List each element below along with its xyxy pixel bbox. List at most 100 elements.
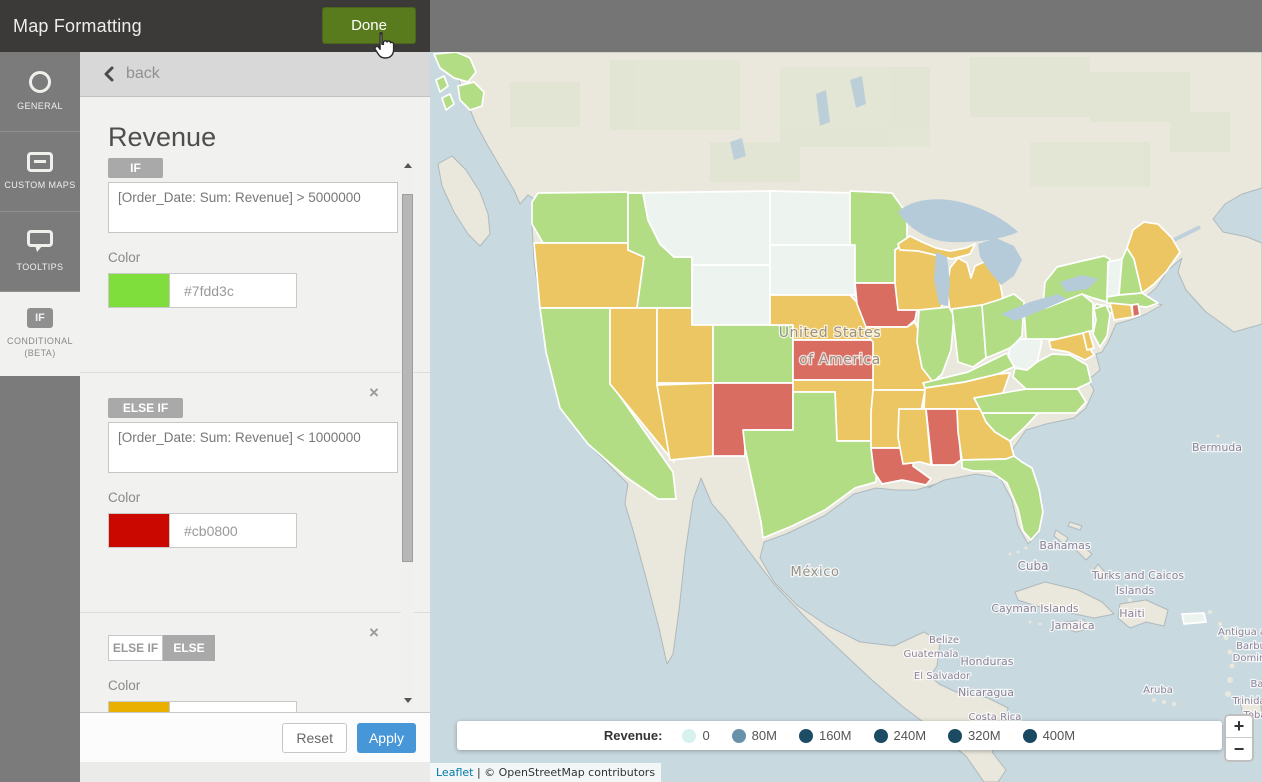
panel-bottom-strip [80, 762, 430, 782]
state-OR[interactable] [533, 242, 645, 309]
legend-dot-icon [731, 728, 746, 743]
legend-label: 0 [702, 728, 710, 743]
close-icon[interactable]: × [369, 383, 379, 402]
apply-button[interactable]: Apply [356, 722, 416, 753]
color-hex-input[interactable] [170, 273, 297, 308]
if-icon: IF [27, 307, 53, 328]
sidebar-item-label: TOOLTIPS [16, 261, 64, 272]
state-IL[interactable] [916, 306, 955, 383]
state-TX[interactable] [742, 391, 881, 539]
sidebar-item-conditional[interactable]: IF CONDITIONAL (BETA) [0, 292, 80, 376]
state-WY[interactable] [691, 264, 771, 326]
map-place-label: Cayman Islands [991, 602, 1079, 615]
close-icon[interactable]: × [369, 623, 379, 642]
great-lakes [898, 199, 1098, 321]
circle-icon [29, 70, 51, 93]
state-MI[interactable] [897, 235, 976, 260]
map-place-label: Barbu [1236, 641, 1262, 652]
state-SD[interactable] [769, 244, 859, 296]
sidebar-item-label: CUSTOM MAPS [4, 179, 76, 190]
map-place-label: United States [779, 325, 882, 341]
sidebar-item-general[interactable]: GENERAL [0, 52, 80, 132]
scrollbar-thumb[interactable] [402, 194, 413, 562]
toggle-else-button[interactable]: ELSE [163, 635, 215, 661]
map-place-label: México [791, 565, 840, 580]
osm-attribution: © OpenStreetMap contributors [484, 766, 656, 779]
map-svg: United States of America México Bermuda Baha… [430, 52, 1262, 782]
reset-button[interactable]: Reset [282, 722, 347, 753]
if-badge: IF [108, 158, 163, 178]
state-AK[interactable] [441, 93, 455, 111]
state-IN[interactable] [951, 304, 987, 368]
sidebar-item-tooltips[interactable]: TOOLTIPS [0, 212, 80, 292]
elseif-else-toggle: ELSE IF ELSE [108, 635, 430, 661]
conditional-formatting-body: back Revenue IF [Order_Date: Sum: Revenu… [80, 52, 430, 782]
legend-dot-icon [948, 728, 963, 743]
map-place-label: Honduras [961, 655, 1014, 668]
color-swatch[interactable] [108, 701, 170, 712]
legend-label: 160M [818, 728, 852, 743]
color-swatch[interactable] [108, 273, 170, 308]
condition-list: IF [Order_Date: Sum: Revenue] > 5000000 … [80, 158, 430, 712]
condition-block-else: × ELSE IF ELSE Color [80, 612, 430, 712]
vancouver-island [437, 155, 491, 247]
map-place-label: Antigua a [1218, 627, 1262, 638]
page-title: Map Formatting [13, 15, 142, 36]
condition-expression-input[interactable]: [Order_Date: Sum: Revenue] > 5000000 [108, 182, 398, 233]
state-AK[interactable] [457, 81, 485, 111]
legend-item: 240M [873, 728, 926, 743]
map-place-label: Nicaragua [958, 686, 1014, 699]
color-hex-input[interactable] [170, 701, 297, 712]
state-PR[interactable] [1181, 612, 1207, 625]
color-picker-row [108, 273, 430, 308]
color-swatch[interactable] [108, 513, 170, 548]
map-zoom-control: + − [1224, 714, 1254, 762]
map-place-label: Cuba [1018, 559, 1049, 573]
sidebar-item-label: GENERAL [17, 100, 63, 111]
state-AL[interactable] [925, 408, 962, 466]
state-RI[interactable] [1131, 303, 1141, 318]
state-FL[interactable] [961, 455, 1044, 541]
map-place-label: Ba [1251, 679, 1262, 690]
map-container: United States of America México Bermuda Baha… [430, 0, 1262, 782]
condition-expression-input[interactable]: [Order_Date: Sum: Revenue] < 1000000 [108, 422, 398, 473]
back-label: back [126, 65, 160, 82]
zoom-out-button[interactable]: − [1226, 738, 1252, 760]
metric-title: Revenue [108, 122, 217, 152]
scroll-down-button[interactable] [401, 693, 414, 707]
state-CT[interactable] [1109, 302, 1134, 321]
state-DE[interactable] [1082, 330, 1095, 351]
islands [1008, 434, 1262, 719]
panel-header: Map Formatting Done [0, 0, 430, 52]
legend-item: 400M [1022, 728, 1076, 743]
color-label: Color [108, 250, 141, 265]
map-place-label: Bahamas [1039, 539, 1090, 552]
condition-block-if: IF [Order_Date: Sum: Revenue] > 5000000 … [80, 158, 430, 372]
map-place-label: Turks and Caicos [1091, 569, 1185, 582]
toggle-elseif-button[interactable]: ELSE IF [108, 635, 163, 661]
state-ME[interactable] [1126, 221, 1181, 294]
map-legend-items: 0 80M 160M 240M 320M 400M [682, 728, 1075, 743]
state-AK[interactable] [433, 52, 477, 83]
map-place-label: Guatemala [903, 649, 958, 660]
map-place-label: Aruba [1143, 685, 1173, 696]
color-label: Color [108, 678, 141, 693]
color-hex-input[interactable] [170, 513, 297, 548]
state-WA[interactable] [531, 191, 629, 244]
legend-dot-icon [873, 728, 888, 743]
sidebar-item-custom-maps[interactable]: CUSTOM MAPS [0, 132, 80, 212]
done-button[interactable]: Done [322, 7, 416, 44]
condition-block-elseif: × ELSE IF [Order_Date: Sum: Revenue] < 1… [80, 372, 430, 612]
leaflet-link[interactable]: Leaflet [436, 766, 474, 779]
legend-label: 400M [1042, 728, 1076, 743]
legend-label: 80M [751, 728, 777, 743]
state-ND[interactable] [769, 190, 856, 246]
state-AK[interactable] [435, 75, 449, 93]
back-button[interactable]: back [80, 52, 430, 97]
panel-scrollbar[interactable] [401, 158, 414, 707]
zoom-in-button[interactable]: + [1226, 716, 1252, 738]
state-NJ[interactable] [1092, 304, 1111, 348]
map-canvas[interactable]: United States of America México Bermuda Baha… [430, 52, 1262, 782]
scroll-up-button[interactable] [401, 158, 414, 172]
